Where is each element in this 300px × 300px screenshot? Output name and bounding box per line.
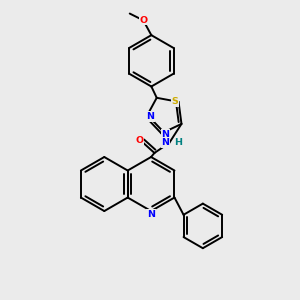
Text: N: N <box>147 210 155 219</box>
Text: N: N <box>161 138 169 147</box>
Text: N: N <box>161 130 169 139</box>
Text: N: N <box>146 112 154 121</box>
Text: S: S <box>171 98 178 106</box>
Text: H: H <box>174 138 182 147</box>
Text: O: O <box>136 136 144 145</box>
Text: O: O <box>139 16 147 25</box>
